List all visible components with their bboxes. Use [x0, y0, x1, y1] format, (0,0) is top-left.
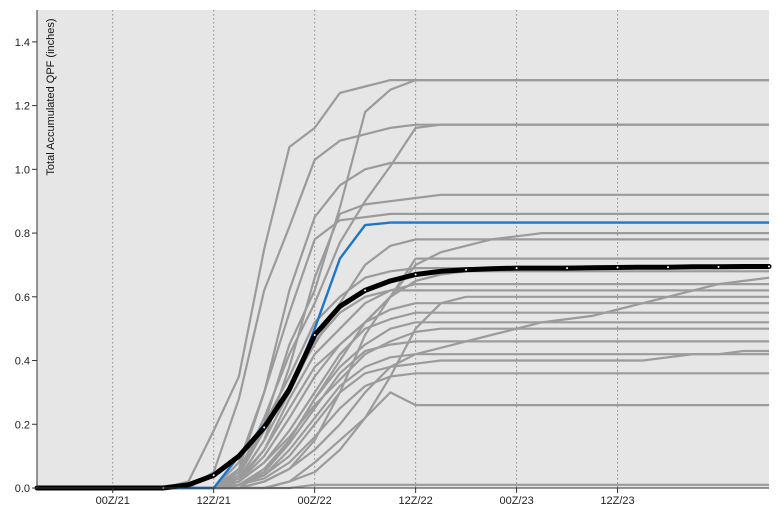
member-series-line	[37, 353, 769, 490]
x-tick-label: 00Z/23	[499, 495, 533, 507]
member-series-line	[37, 161, 769, 490]
mean-series-point	[717, 265, 720, 268]
member-series-line	[37, 340, 769, 490]
x-tick-label: 00Z/21	[96, 495, 130, 507]
mean-series-point	[768, 265, 770, 268]
mean-series-point	[667, 266, 670, 269]
member-series-line	[37, 295, 769, 490]
member-series-line	[37, 327, 769, 490]
y-tick-label: 1.0	[15, 164, 30, 176]
x-tick-label: 12Z/22	[398, 495, 432, 507]
x-tick-label: 00Z/22	[298, 495, 332, 507]
member-series-group	[37, 79, 770, 490]
y-tick-label: 0.2	[15, 419, 30, 431]
mean-series-point	[414, 273, 417, 276]
y-tick-label: 0.8	[15, 228, 30, 240]
member-series-line	[37, 212, 769, 490]
axes: 0.0 0.2 0.4 0.6 0.8 1.0 1.2 1.4 00Z/21 12Z/21 00Z/…	[15, 10, 769, 507]
mean-series-point	[364, 289, 367, 292]
mean-series-point	[566, 267, 569, 270]
y-tick-label: 0.4	[15, 356, 30, 368]
x-tick-label: 12Z/23	[600, 495, 634, 507]
x-tick-label: 12Z/21	[197, 495, 231, 507]
member-series-line	[37, 79, 769, 490]
member-series-line	[37, 391, 769, 490]
plot-area	[37, 10, 769, 488]
member-series-line	[37, 349, 769, 490]
mean-series-point	[263, 426, 266, 429]
mean-series-line	[34, 264, 772, 491]
member-series-line	[37, 283, 769, 490]
mean-series-point	[313, 334, 316, 337]
member-series-line	[37, 193, 769, 490]
y-tick-label: 0.6	[15, 292, 30, 304]
mean-series-point	[212, 474, 215, 477]
member-series-line	[37, 483, 769, 490]
mean-series-point	[616, 266, 619, 269]
y-tick-label: 1.2	[15, 101, 30, 113]
y-tick-label: 1.4	[15, 37, 30, 49]
mean-series-point	[465, 268, 468, 271]
mean-series-point	[515, 267, 518, 270]
y-tick-label: 0.0	[15, 483, 30, 495]
member-series-line	[37, 123, 769, 490]
member-series-line	[37, 372, 769, 490]
y-axis-title: Total Accumulated QPF (inches)	[45, 18, 57, 175]
member-series-line	[37, 302, 769, 490]
member-series-line	[37, 311, 769, 490]
member-series-line	[37, 289, 769, 490]
member-series-line	[37, 257, 769, 490]
